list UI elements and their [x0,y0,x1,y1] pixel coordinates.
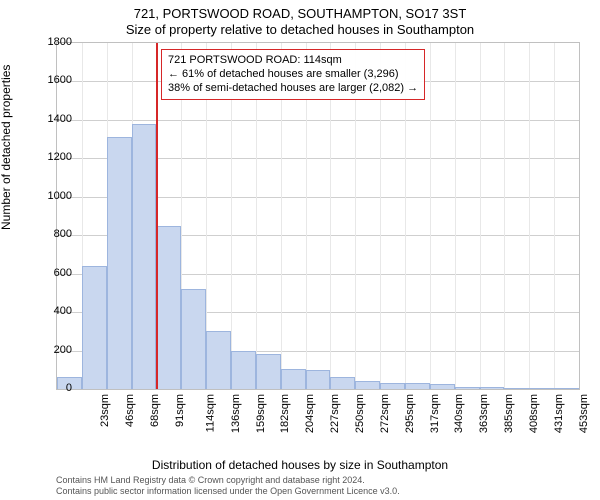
histogram-bar [455,387,480,389]
chart-title-line2: Size of property relative to detached ho… [0,22,600,37]
reference-line [156,43,158,389]
gridline-h [57,120,579,121]
x-tick-label: 295sqm [404,394,416,433]
y-tick-label: 1800 [32,36,72,48]
histogram-bar [480,387,505,389]
callout-line2: ← 61% of detached houses are smaller (3,… [168,68,399,80]
x-tick-label: 91sqm [174,394,186,427]
footer-attribution: Contains HM Land Registry data © Crown c… [56,475,400,496]
chart-title-line1: 721, PORTSWOOD ROAD, SOUTHAMPTON, SO17 3… [0,6,600,21]
histogram-bar [306,370,331,389]
y-tick-label: 200 [32,344,72,356]
x-tick-label: 136sqm [230,394,242,433]
x-tick-label: 68sqm [149,394,161,427]
x-tick-label: 453sqm [578,394,590,433]
histogram-bar [132,124,157,389]
histogram-bar [504,388,529,389]
x-tick-label: 272sqm [379,394,391,433]
x-axis-label: Distribution of detached houses by size … [0,458,600,472]
histogram-bar [405,383,430,389]
histogram-bar [256,354,281,389]
y-tick-label: 1400 [32,113,72,125]
histogram-bar [554,388,579,389]
x-tick-label: 431sqm [553,394,565,433]
histogram-bar [231,351,256,389]
gridline-v [480,43,481,389]
gridline-v [529,43,530,389]
gridline-v [430,43,431,389]
x-tick-label: 23sqm [99,394,111,427]
gridline-v [554,43,555,389]
x-tick-label: 159sqm [255,394,267,433]
footer-line2: Contains public sector information licen… [56,486,400,496]
histogram-bar [82,266,107,389]
y-tick-label: 1200 [32,151,72,163]
y-tick-label: 600 [32,267,72,279]
x-tick-label: 363sqm [478,394,490,433]
x-tick-label: 182sqm [280,394,292,433]
callout-line3: 38% of semi-detached houses are larger (… [168,82,418,94]
histogram-bar [529,388,554,389]
histogram-bar [156,226,181,389]
histogram-bar [206,331,231,389]
gridline-v [504,43,505,389]
y-tick-label: 1600 [32,74,72,86]
x-tick-label: 250sqm [354,394,366,433]
histogram-bar [330,377,355,389]
x-tick-label: 46sqm [124,394,136,427]
gridline-v [455,43,456,389]
x-tick-label: 114sqm [204,394,216,432]
y-axis-label: Number of detached properties [0,65,13,230]
y-tick-label: 400 [32,305,72,317]
x-tick-label: 317sqm [429,394,441,433]
histogram-bar [281,369,306,389]
x-tick-label: 340sqm [454,394,466,433]
x-tick-label: 408sqm [528,394,540,433]
y-tick-label: 1000 [32,190,72,202]
chart-container: 721, PORTSWOOD ROAD, SOUTHAMPTON, SO17 3… [0,0,600,500]
histogram-bar [380,383,405,389]
plot-area: 721 PORTSWOOD ROAD: 114sqm ← 61% of detac… [56,42,580,390]
x-tick-label: 227sqm [329,394,341,433]
y-tick-label: 0 [32,382,72,394]
histogram-bar [107,137,132,389]
histogram-bar [430,384,455,389]
callout-box: 721 PORTSWOOD ROAD: 114sqm ← 61% of detac… [161,49,425,100]
callout-line1: 721 PORTSWOOD ROAD: 114sqm [168,54,342,66]
x-tick-label: 204sqm [304,394,316,433]
histogram-bar [181,289,206,389]
x-tick-label: 385sqm [503,394,515,433]
footer-line1: Contains HM Land Registry data © Crown c… [56,475,365,485]
y-tick-label: 800 [32,228,72,240]
histogram-bar [355,381,380,389]
